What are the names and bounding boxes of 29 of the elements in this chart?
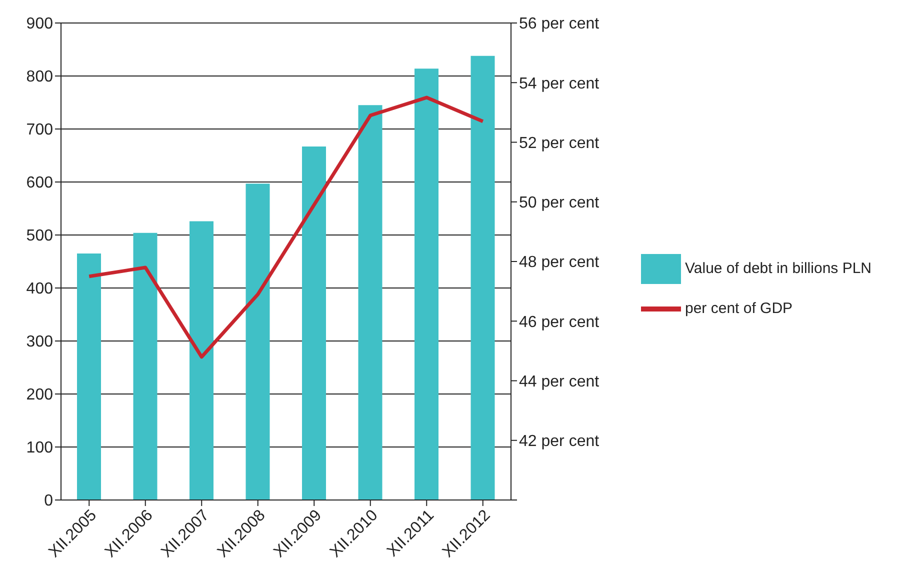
y-tick-label: 200 <box>26 386 54 404</box>
y2-tick-label: 48 per cent <box>519 254 600 272</box>
bar <box>133 232 158 500</box>
bar <box>358 105 382 500</box>
y2-tick-label: 54 per cent <box>519 75 600 92</box>
bar <box>414 68 438 500</box>
y2-tick-label: 50 per cent <box>519 194 600 212</box>
y-tick-label: 0 <box>44 492 54 510</box>
y2-tick-label: 52 per cent <box>519 134 600 152</box>
bar <box>246 184 270 500</box>
y-tick-label: 600 <box>26 174 54 192</box>
y2-tick-label: 56 per cent <box>519 16 600 33</box>
y-tick-label: 900 <box>26 16 54 33</box>
line-series <box>87 96 485 359</box>
y-tick-label: 300 <box>26 334 54 351</box>
y2-tick-label: 42 per cent <box>519 433 600 450</box>
legend-label: Value of debt in billions PLN <box>685 260 872 277</box>
y-tick-label: 400 <box>26 280 54 298</box>
bar <box>77 254 101 500</box>
bar <box>190 221 214 500</box>
y-tick-label: 800 <box>26 68 54 86</box>
legend-label: per cent of GDP <box>685 300 793 317</box>
y2-tick-label: 46 per cent <box>519 314 600 331</box>
y2-tick-label: 44 per cent <box>519 373 600 390</box>
bar <box>470 56 495 500</box>
y-tick-label: 100 <box>26 440 54 457</box>
y-tick-label: 500 <box>26 228 54 245</box>
bar <box>302 146 326 500</box>
y-tick-label: 700 <box>26 122 54 139</box>
